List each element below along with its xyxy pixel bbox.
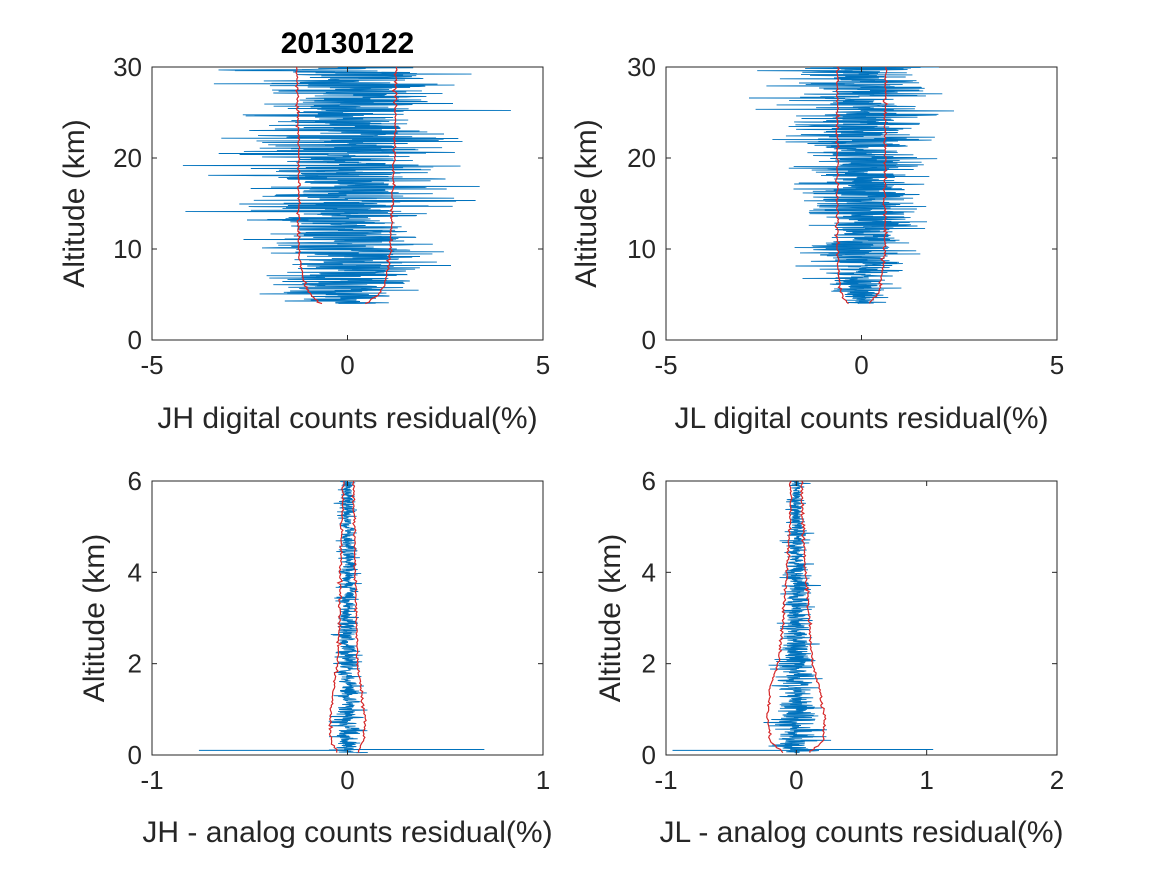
- x-tick-label: 1: [919, 765, 933, 795]
- envelope-upper-line: [365, 67, 398, 305]
- residual-profile-line: [748, 67, 955, 305]
- x-tick-label: 0: [854, 350, 868, 380]
- y-tick-label: 6: [642, 466, 656, 496]
- y-tick-label: 20: [627, 143, 656, 173]
- y-tick-label: 0: [642, 325, 656, 355]
- x-axis-label: JL - analog counts residual(%): [659, 816, 1063, 849]
- x-axis-label: JH digital counts residual(%): [157, 402, 537, 435]
- y-tick-label: 6: [128, 466, 142, 496]
- x-tick-label: 0: [340, 350, 354, 380]
- envelope-lower-line: [834, 67, 849, 305]
- plot-area: [198, 481, 485, 754]
- envelope-upper-line: [799, 481, 827, 753]
- x-tick-label: 1: [536, 765, 550, 795]
- y-axis-label: Altitude (km): [570, 119, 603, 287]
- y-tick-label: 20: [113, 143, 142, 173]
- y-axis-label: Altitude (km): [78, 534, 111, 702]
- y-tick-label: 10: [627, 234, 656, 264]
- x-tick-label: 5: [536, 350, 550, 380]
- plot-area: [672, 481, 934, 754]
- x-tick-label: -5: [140, 350, 163, 380]
- plot-area: [748, 67, 955, 305]
- envelope-lower-line: [328, 481, 345, 753]
- envelope-upper-line: [869, 67, 889, 304]
- y-tick-label: 0: [128, 740, 142, 770]
- y-axis-label: Altitude (km): [58, 119, 91, 287]
- y-tick-label: 4: [642, 557, 656, 587]
- y-tick-label: 30: [113, 52, 142, 82]
- residual-profile-line: [182, 67, 511, 305]
- y-tick-label: 10: [113, 234, 142, 264]
- y-axis-label: Altitude (km): [594, 534, 627, 702]
- y-tick-label: 0: [642, 740, 656, 770]
- x-tick-label: -5: [654, 350, 677, 380]
- x-tick-label: -1: [654, 765, 677, 795]
- axes-box: [665, 480, 1058, 756]
- x-tick-label: 2: [1050, 765, 1064, 795]
- x-tick-label: -1: [140, 765, 163, 795]
- x-tick-label: 0: [340, 765, 354, 795]
- plot-area: [182, 67, 511, 305]
- envelope-lower-line: [294, 67, 323, 305]
- residual-profile-line: [763, 481, 832, 754]
- x-tick-label: 0: [789, 765, 803, 795]
- y-tick-label: 4: [128, 557, 142, 587]
- x-tick-label: 5: [1050, 350, 1064, 380]
- envelope-upper-line: [351, 481, 367, 753]
- y-tick-label: 0: [128, 325, 142, 355]
- envelope-lower-line: [766, 481, 793, 754]
- y-tick-label: 30: [627, 52, 656, 82]
- chart-title: 20130122: [281, 27, 414, 60]
- x-axis-label: JL digital counts residual(%): [674, 402, 1048, 435]
- y-tick-label: 2: [642, 649, 656, 679]
- y-tick-label: 2: [128, 649, 142, 679]
- x-axis-label: JH - analog counts residual(%): [142, 816, 552, 849]
